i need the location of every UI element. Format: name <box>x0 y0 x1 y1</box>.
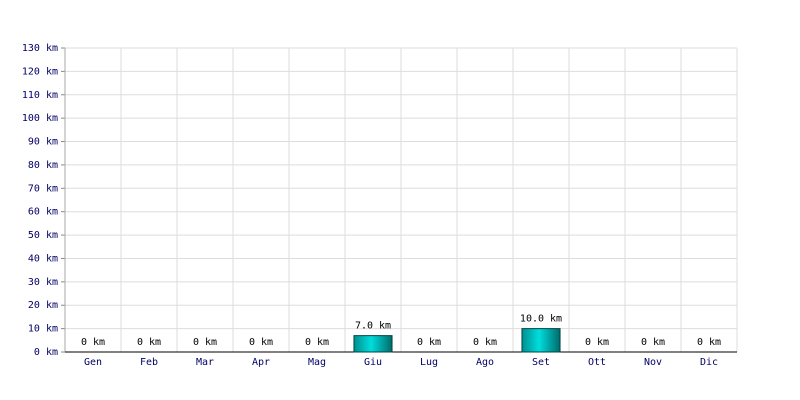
x-tick-label: Ago <box>476 357 494 368</box>
x-tick-label: Dic <box>700 357 718 368</box>
value-label: 0 km <box>473 337 497 348</box>
value-label: 0 km <box>585 337 609 348</box>
y-tick-label: 30 km <box>28 277 58 288</box>
value-label: 7.0 km <box>355 321 391 332</box>
x-tick-label: Feb <box>140 357 158 368</box>
value-label: 10.0 km <box>520 314 562 325</box>
value-label: 0 km <box>417 337 441 348</box>
value-label: 0 km <box>697 337 721 348</box>
y-tick-label: 90 km <box>28 137 58 148</box>
x-tick-label: Nov <box>644 357 662 368</box>
x-tick-label: Giu <box>364 357 382 368</box>
bar <box>353 335 393 353</box>
value-label: 0 km <box>81 337 105 348</box>
y-tick-label: 120 km <box>22 66 58 77</box>
y-tick-label: 110 km <box>22 90 58 101</box>
value-label: 0 km <box>249 337 273 348</box>
value-label: 0 km <box>641 337 665 348</box>
y-tick-label: 130 km <box>22 43 58 54</box>
y-tick-label: 50 km <box>28 230 58 241</box>
x-tick-label: Mag <box>308 357 326 368</box>
y-tick-label: 100 km <box>22 113 58 124</box>
x-tick-label: Ott <box>588 357 606 368</box>
y-tick-label: 0 km <box>34 347 58 358</box>
x-tick-label: Mar <box>196 357 214 368</box>
x-tick-label: Lug <box>420 357 438 368</box>
y-tick-label: 70 km <box>28 183 58 194</box>
bar <box>521 328 561 353</box>
y-tick-label: 80 km <box>28 160 58 171</box>
x-tick-label: Set <box>532 357 550 368</box>
value-label: 0 km <box>137 337 161 348</box>
y-tick-label: 60 km <box>28 207 58 218</box>
y-tick-label: 40 km <box>28 253 58 264</box>
x-tick-label: Gen <box>84 357 102 368</box>
value-label: 0 km <box>193 337 217 348</box>
y-tick-label: 10 km <box>28 324 58 335</box>
x-tick-label: Apr <box>252 357 270 368</box>
value-label: 0 km <box>305 337 329 348</box>
y-tick-label: 20 km <box>28 300 58 311</box>
